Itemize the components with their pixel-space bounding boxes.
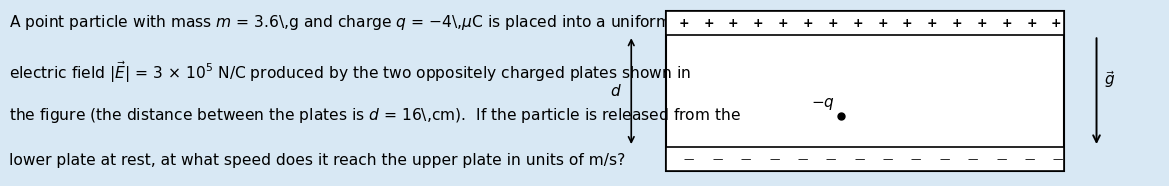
Text: +: + <box>952 17 962 30</box>
Text: —: — <box>1053 154 1064 164</box>
Text: +: + <box>704 17 714 30</box>
Text: +: + <box>777 17 788 30</box>
Text: —: — <box>684 154 694 164</box>
Text: —: — <box>741 154 750 164</box>
Text: —: — <box>968 154 978 164</box>
Text: +: + <box>877 17 887 30</box>
Text: the figure (the distance between the plates is $d$ = 16\,cm).  If the particle i: the figure (the distance between the pla… <box>9 106 741 125</box>
Text: —: — <box>911 154 921 164</box>
Text: A point particle with mass $m$ = 3.6\,g and charge $q$ = $-$4\,$\mu$C is placed : A point particle with mass $m$ = 3.6\,g … <box>9 13 671 32</box>
Text: +: + <box>902 17 913 30</box>
Text: —: — <box>797 154 808 164</box>
Text: +: + <box>803 17 814 30</box>
Text: —: — <box>825 154 836 164</box>
Text: lower plate at rest, at what speed does it reach the upper plate in units of m/s: lower plate at rest, at what speed does … <box>9 153 625 168</box>
Text: +: + <box>678 17 689 30</box>
Text: $-q$: $-q$ <box>811 96 836 112</box>
Text: —: — <box>712 154 722 164</box>
Text: $d$: $d$ <box>610 83 622 99</box>
Text: $\vec{g}$: $\vec{g}$ <box>1104 70 1115 90</box>
Text: +: + <box>1026 17 1037 30</box>
Bar <box>666 11 1064 171</box>
Text: +: + <box>728 17 739 30</box>
Bar <box>666 11 1064 35</box>
Text: electric field $|\vec{E}|$ = 3 $\times$ 10$^5$ N/C produced by the two oppositel: electric field $|\vec{E}|$ = 3 $\times$ … <box>9 60 691 85</box>
Text: +: + <box>828 17 838 30</box>
Text: —: — <box>883 154 893 164</box>
Text: +: + <box>927 17 938 30</box>
Bar <box>666 147 1064 171</box>
Text: +: + <box>1051 17 1061 30</box>
Text: —: — <box>855 154 865 164</box>
Text: +: + <box>852 17 863 30</box>
Text: +: + <box>753 17 763 30</box>
Text: —: — <box>940 154 949 164</box>
Text: —: — <box>996 154 1007 164</box>
Text: —: — <box>1024 154 1035 164</box>
Text: +: + <box>976 17 987 30</box>
Text: —: — <box>769 154 780 164</box>
Text: +: + <box>1002 17 1012 30</box>
